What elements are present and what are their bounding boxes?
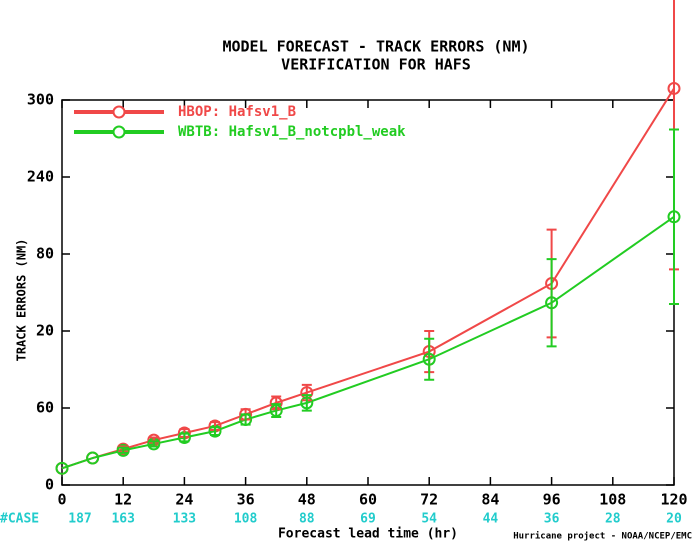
x-tick-label: 24 xyxy=(175,491,193,509)
x-tick-label: 36 xyxy=(237,491,255,509)
x-tick-label: 60 xyxy=(359,491,377,509)
case-count: 187 xyxy=(68,512,91,527)
x-tick-label: 72 xyxy=(420,491,438,509)
data-point xyxy=(86,451,100,465)
error-bar xyxy=(118,446,129,454)
x-tick-label: 84 xyxy=(481,491,499,509)
case-count: 28 xyxy=(605,512,621,527)
plot-frame xyxy=(61,99,675,486)
case-count: 163 xyxy=(111,512,134,527)
case-count: 88 xyxy=(299,512,315,527)
error-bar xyxy=(424,337,435,381)
data-point xyxy=(116,443,130,457)
y-tick-label: 240 xyxy=(27,168,54,186)
case-label: #CASE xyxy=(0,512,39,527)
legend-label: WBTB: Hafsv1_B_notcpbl_weak xyxy=(178,124,406,140)
case-count: 36 xyxy=(544,512,560,527)
case-count: 54 xyxy=(421,512,437,527)
x-axis-label: Forecast lead time (hr) xyxy=(278,527,458,542)
legend-label: HBOP: Hafsv1_B xyxy=(178,104,296,120)
x-tick-label: 120 xyxy=(660,491,687,509)
y-tick-label: 300 xyxy=(27,91,54,109)
error-bar xyxy=(210,426,220,436)
legend-marker xyxy=(112,105,126,119)
error-bar xyxy=(240,413,251,426)
x-tick-label: 96 xyxy=(543,491,561,509)
case-count: 44 xyxy=(483,512,499,527)
error-bar xyxy=(271,403,282,418)
error-bar xyxy=(148,440,159,448)
y-axis-label: TRACK ERRORS (NM) xyxy=(15,239,29,362)
chart-subtitle: VERIFICATION FOR HAFS xyxy=(281,56,471,74)
x-tick-label: 108 xyxy=(599,491,626,509)
error-bar xyxy=(301,394,312,412)
data-point xyxy=(55,461,69,475)
x-tick-label: 48 xyxy=(298,491,316,509)
case-count: 69 xyxy=(360,512,376,527)
case-count: 20 xyxy=(666,512,682,527)
series-line xyxy=(61,87,675,470)
x-tick-label: 0 xyxy=(57,491,66,509)
error-bar xyxy=(546,258,557,348)
error-bar xyxy=(669,128,679,306)
chart-title: MODEL FORECAST - TRACK ERRORS (NM) xyxy=(222,38,529,56)
y-tick-label: 80 xyxy=(36,245,54,263)
y-tick-label: 20 xyxy=(36,322,54,340)
credit: Hurricane project - NOAA/NCEP/EMC xyxy=(513,531,692,542)
case-count: 133 xyxy=(173,512,196,527)
series-line xyxy=(61,215,675,470)
legend-marker xyxy=(112,125,126,139)
case-count: 108 xyxy=(234,512,258,527)
x-tick-label: 12 xyxy=(114,491,132,509)
y-tick-label: 0 xyxy=(45,476,54,494)
y-tick-label: 60 xyxy=(36,399,54,417)
error-bar xyxy=(179,432,190,443)
